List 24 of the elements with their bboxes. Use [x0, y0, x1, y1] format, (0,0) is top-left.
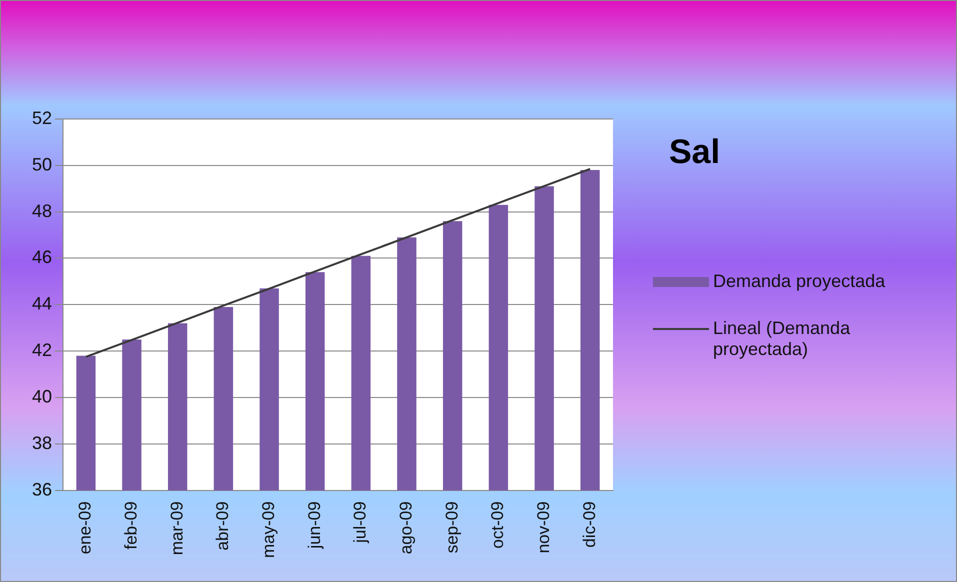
x-tick-label: jun-09 — [304, 501, 324, 550]
y-tick-label: 44 — [32, 294, 52, 314]
x-tick-label: jul-09 — [350, 501, 370, 544]
y-tick-label: 40 — [32, 386, 52, 406]
x-tick-label: abr-09 — [213, 501, 232, 550]
y-tick-label: 38 — [32, 432, 52, 453]
y-tick-label: 50 — [32, 154, 52, 174]
legend-label: Demanda proyectada — [713, 271, 886, 292]
x-tick-label: mar-09 — [167, 501, 186, 556]
x-tick-label: sep-09 — [442, 501, 462, 554]
x-tick-label: ene-09 — [76, 501, 95, 554]
x-tick-label: nov-09 — [534, 501, 553, 554]
legend-label: Lineal (Demanda proyectada) — [713, 318, 852, 360]
x-tick-label: may-09 — [258, 501, 278, 558]
y-tick-label: 48 — [32, 200, 52, 221]
y-tick-label: 36 — [32, 479, 52, 500]
text: Sal — [669, 133, 720, 172]
y-tick-label: 52 — [32, 108, 52, 128]
x-tick-label: oct-09 — [488, 501, 508, 549]
x-tick-label: feb-09 — [121, 501, 140, 550]
x-tick-label: ago-09 — [396, 501, 416, 554]
y-tick-label: 42 — [32, 340, 52, 360]
x-tick-label: dic-09 — [580, 501, 599, 548]
y-tick-label: 46 — [32, 247, 52, 268]
